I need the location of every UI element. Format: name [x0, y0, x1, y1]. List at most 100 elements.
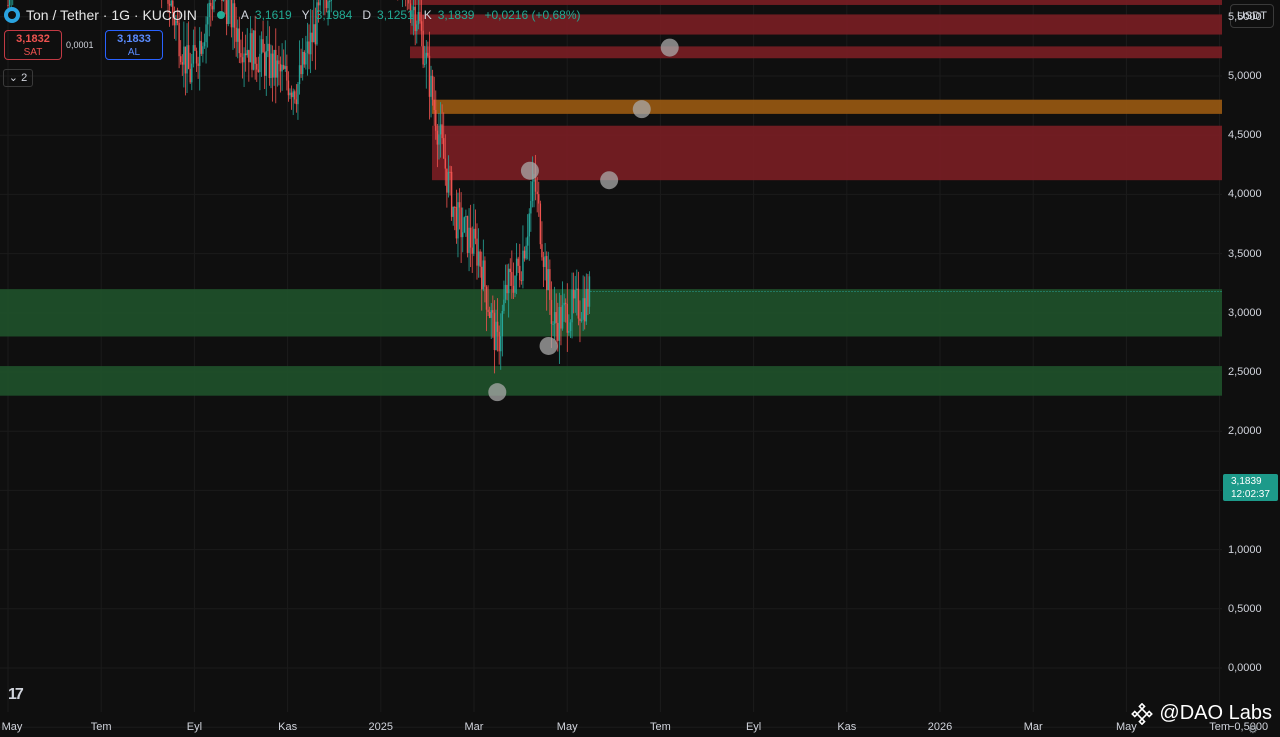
buy-label: AL — [127, 47, 141, 58]
candle-body — [309, 32, 312, 55]
price-tick-label: 3,0000 — [1228, 306, 1262, 319]
candle-body — [566, 303, 568, 333]
candle-body — [259, 53, 261, 73]
ohlc-open-value: 3,1619 — [254, 8, 292, 22]
candle-body — [243, 53, 245, 63]
candle-body — [439, 124, 442, 135]
candle-body — [237, 28, 239, 42]
candle-body — [294, 91, 296, 100]
candle-body — [265, 51, 267, 76]
last-price-value: 3,1839 — [1231, 476, 1262, 487]
candle-body — [235, 27, 237, 42]
candle-body — [427, 52, 429, 56]
candle-body — [284, 66, 286, 69]
time-tick-label: Mar — [464, 721, 484, 733]
settings-gear-icon[interactable]: ⚙ — [1248, 724, 1258, 736]
candle-body — [7, 4, 9, 6]
candle-body — [458, 202, 461, 208]
candle-body — [519, 265, 521, 281]
projection-marker — [520, 161, 539, 180]
bar-countdown: 12:02:37 — [1231, 489, 1270, 500]
candle-body — [430, 75, 432, 97]
candle-body — [479, 251, 481, 267]
candle-body — [501, 310, 504, 337]
time-tick-label: Eyl — [745, 721, 762, 733]
market-status-icon — [216, 11, 225, 19]
candle-body — [233, 3, 236, 28]
ohlc-open-key: A — [240, 8, 249, 22]
candle-body — [187, 45, 190, 69]
candle-body — [496, 321, 499, 332]
candle-body — [531, 181, 534, 201]
candle-body — [276, 60, 279, 78]
currency-selector[interactable]: USDT — [1230, 4, 1274, 28]
candle-body — [222, 0, 225, 1]
candle-body — [563, 302, 565, 306]
candle-body — [565, 302, 567, 304]
candle-body — [325, 0, 328, 9]
candle-body — [514, 275, 516, 293]
candle-body — [411, 10, 413, 18]
candle-body — [414, 6, 416, 32]
buy-button[interactable]: 3,1833 AL — [105, 30, 163, 60]
candle-body — [197, 63, 199, 66]
candle-body — [580, 319, 583, 321]
candle-body — [443, 138, 445, 159]
candle-body — [438, 134, 440, 145]
sell-button[interactable]: 3,1832 SAT — [4, 30, 62, 60]
candle-body — [447, 171, 450, 193]
candle-body — [425, 52, 427, 64]
chart-header: Ton / Tether · 1G · KUCOIN A 3,1619 Y 3,19… — [4, 6, 585, 24]
candle-body — [468, 227, 470, 253]
time-tick-label: May — [1116, 721, 1137, 733]
candle-body — [579, 318, 581, 321]
ohlc-close-value: 3,1839 — [437, 8, 475, 22]
candle-body — [300, 65, 302, 75]
time-tick-label: Tem — [650, 721, 671, 733]
candle-body — [574, 290, 576, 299]
symbol-title[interactable]: Ton / Tether · 1G · KUCOIN — [26, 7, 197, 23]
candle-body — [588, 276, 591, 307]
projection-marker — [600, 171, 619, 190]
candle-body — [205, 24, 207, 43]
candle-body — [449, 171, 451, 173]
candle-body — [473, 228, 475, 254]
candle-body — [295, 99, 298, 105]
candle-body — [500, 336, 502, 352]
indicators-collapse-button[interactable]: ⌄ 2 — [3, 69, 33, 87]
candle-body — [435, 110, 437, 131]
candle-body — [557, 322, 559, 341]
zone-resistance — [432, 125, 1222, 181]
candle-body — [545, 256, 548, 291]
candle-body — [504, 284, 507, 300]
candle-body — [305, 52, 307, 65]
candle-body — [249, 33, 252, 63]
candle-body — [210, 2, 212, 7]
candle-body — [270, 53, 272, 79]
candle-body — [232, 3, 234, 28]
time-tick-label: Kas — [278, 721, 298, 733]
candle-body — [549, 269, 551, 300]
candle-body — [482, 260, 485, 290]
candle-body — [455, 207, 458, 239]
candle-body — [194, 45, 196, 51]
candle-body — [279, 64, 282, 72]
candle-body — [542, 257, 545, 267]
candle-body — [558, 307, 561, 341]
candle-body — [444, 158, 446, 169]
collapse-count: 2 — [21, 72, 28, 84]
candle-body — [240, 53, 242, 58]
candle-body — [181, 62, 183, 65]
candle-body — [571, 289, 573, 323]
ohlc-low-key: D — [362, 8, 372, 22]
candle-body — [534, 179, 537, 192]
candle-body — [168, 3, 171, 6]
ton-coin-icon — [4, 7, 20, 23]
candle-body — [515, 258, 518, 276]
candle-body — [495, 321, 497, 351]
price-tick-label: −0,5000 — [1228, 721, 1269, 734]
candle-body — [550, 299, 553, 324]
tradingview-logo-icon[interactable]: 17 — [8, 686, 24, 703]
candle-body — [466, 216, 469, 253]
